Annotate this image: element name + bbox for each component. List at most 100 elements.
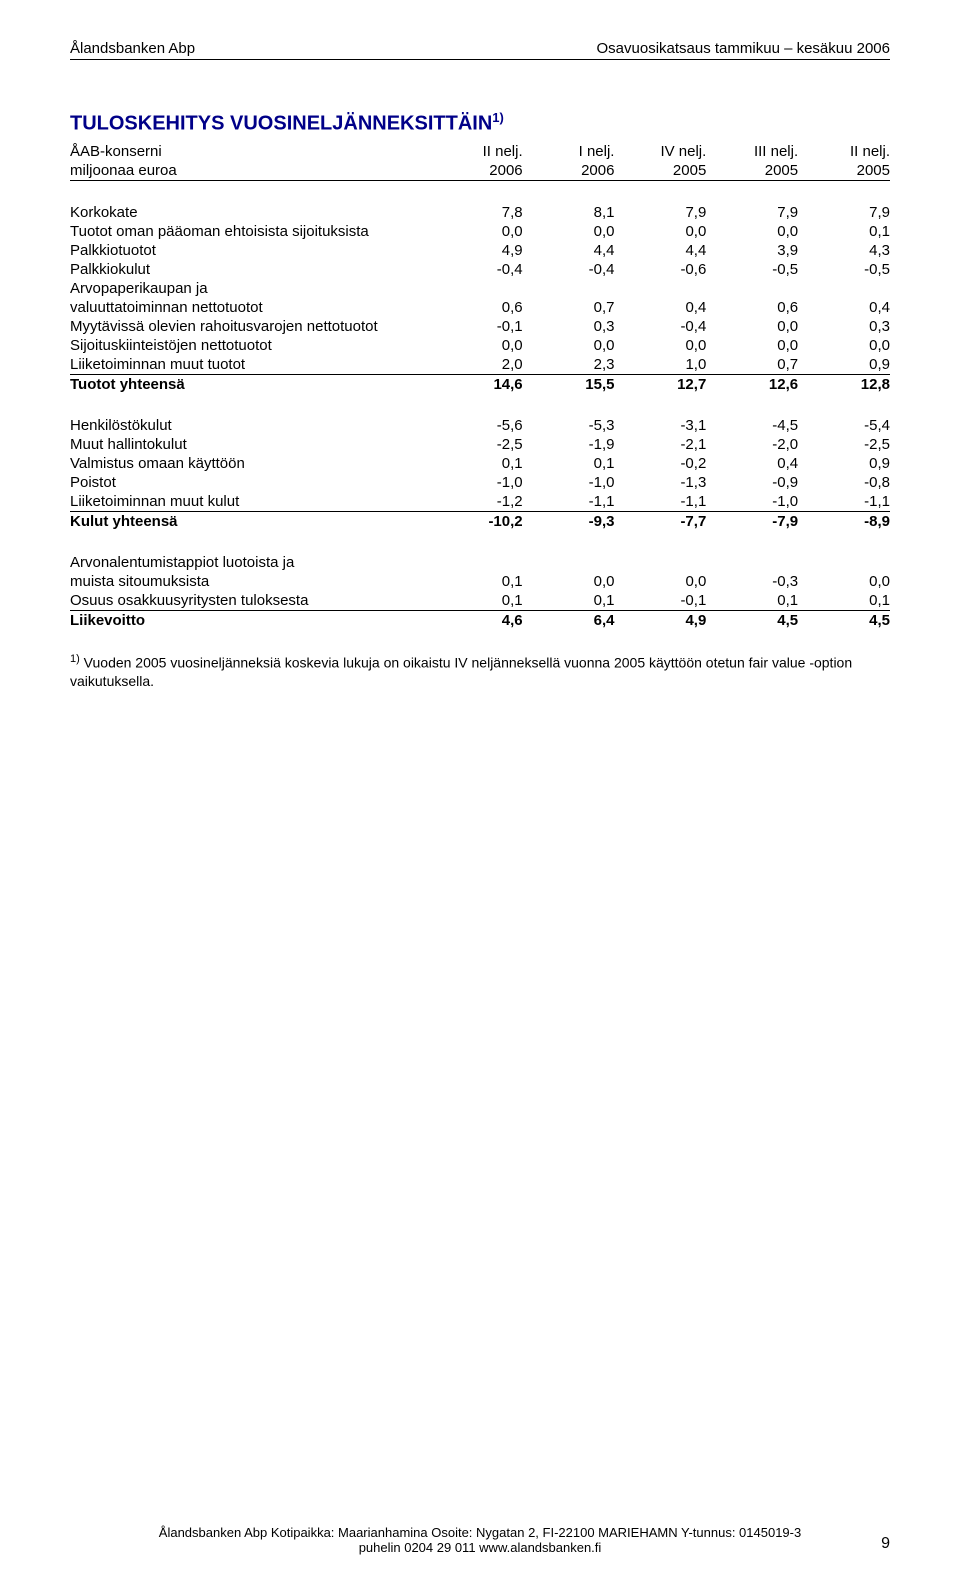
- cell-value: -1,2: [431, 492, 523, 512]
- row-label: Myytävissä olevien rahoitusvarojen netto…: [70, 317, 431, 336]
- table-row: Korkokate7,88,17,97,97,9: [70, 203, 890, 222]
- cell-value: -2,0: [706, 435, 798, 454]
- cell-value: -3,1: [614, 416, 706, 435]
- cell-value: 0,0: [706, 336, 798, 355]
- cell-value: -0,9: [706, 473, 798, 492]
- row-label: Korkokate: [70, 203, 431, 222]
- col-year-3: 2005: [706, 161, 798, 181]
- cell-value: -1,0: [706, 492, 798, 512]
- col-period-0: II nelj.: [431, 142, 523, 161]
- col-period-1: I nelj.: [523, 142, 615, 161]
- footer: Ålandsbanken Abp Kotipaikka: Maarianhami…: [70, 1525, 890, 1555]
- cell-value: -7,7: [614, 511, 706, 531]
- cell-value: 4,4: [614, 241, 706, 260]
- cell-value: 4,5: [706, 610, 798, 630]
- table-row: Tuotot oman pääoman ehtoisista sijoituks…: [70, 222, 890, 241]
- table-row: Arvonalentumistappiot luotoista ja: [70, 553, 890, 572]
- financial-table: ÅAB-konserni II nelj. I nelj. IV nelj. I…: [70, 142, 890, 630]
- cell-value: 4,4: [523, 241, 615, 260]
- col-year-0: 2006: [431, 161, 523, 181]
- col-year-4: 2005: [798, 161, 890, 181]
- table-row: Myytävissä olevien rahoitusvarojen netto…: [70, 317, 890, 336]
- cell-value: 7,8: [431, 203, 523, 222]
- cell-value: 0,1: [706, 591, 798, 611]
- row-label: Muut hallintokulut: [70, 435, 431, 454]
- scope-label: ÅAB-konserni: [70, 142, 431, 161]
- cell-value: [798, 279, 890, 298]
- table-row: Kulut yhteensä-10,2-9,3-7,7-7,9-8,9: [70, 511, 890, 531]
- cell-value: 0,9: [798, 355, 890, 375]
- col-year-2: 2005: [614, 161, 706, 181]
- cell-value: -0,8: [798, 473, 890, 492]
- table-row: Liikevoitto4,66,44,94,54,5: [70, 610, 890, 630]
- cell-value: 4,5: [798, 610, 890, 630]
- cell-value: [614, 279, 706, 298]
- title-sup: 1): [492, 110, 504, 125]
- cell-value: -0,4: [431, 260, 523, 279]
- page: Ålandsbanken Abp Osavuosikatsaus tammiku…: [0, 0, 960, 1577]
- cell-value: 14,6: [431, 374, 523, 394]
- cell-value: 0,0: [523, 572, 615, 591]
- table-row: Liiketoiminnan muut tuotot2,02,31,00,70,…: [70, 355, 890, 375]
- col-period-2: IV nelj.: [614, 142, 706, 161]
- cell-value: -0,4: [614, 317, 706, 336]
- cell-value: -4,5: [706, 416, 798, 435]
- cell-value: [798, 553, 890, 572]
- cell-value: 12,7: [614, 374, 706, 394]
- title-text: TULOSKEHITYS VUOSINELJÄNNEKSITTÄIN: [70, 113, 492, 135]
- cell-value: -8,9: [798, 511, 890, 531]
- cell-value: -1,3: [614, 473, 706, 492]
- cell-value: 0,0: [798, 572, 890, 591]
- table-row: valuuttatoiminnan nettotuotot0,60,70,40,…: [70, 298, 890, 317]
- cell-value: 8,1: [523, 203, 615, 222]
- row-label: Valmistus omaan käyttöön: [70, 454, 431, 473]
- row-label: Palkkiokulut: [70, 260, 431, 279]
- cell-value: 0,4: [706, 454, 798, 473]
- cell-value: -5,3: [523, 416, 615, 435]
- cell-value: 0,0: [431, 222, 523, 241]
- table-row: Sijoituskiinteistöjen nettotuotot0,00,00…: [70, 336, 890, 355]
- table-row: Poistot-1,0-1,0-1,3-0,9-0,8: [70, 473, 890, 492]
- top-header: Ålandsbanken Abp Osavuosikatsaus tammiku…: [70, 40, 890, 60]
- cell-value: -0,6: [614, 260, 706, 279]
- cell-value: 0,1: [523, 591, 615, 611]
- cell-value: -0,5: [706, 260, 798, 279]
- footnote-text: Vuoden 2005 vuosineljänneksiä koskevia l…: [70, 654, 852, 689]
- cell-value: 4,6: [431, 610, 523, 630]
- cell-value: 7,9: [798, 203, 890, 222]
- cell-value: [523, 279, 615, 298]
- cell-value: 0,0: [614, 336, 706, 355]
- cell-value: -0,3: [706, 572, 798, 591]
- cell-value: -7,9: [706, 511, 798, 531]
- page-number: 9: [881, 1535, 890, 1553]
- table-row: Palkkiokulut-0,4-0,4-0,6-0,5-0,5: [70, 260, 890, 279]
- row-label: Liiketoiminnan muut kulut: [70, 492, 431, 512]
- row-label: Sijoituskiinteistöjen nettotuotot: [70, 336, 431, 355]
- row-label: Osuus osakkuusyritysten tuloksesta: [70, 591, 431, 611]
- cell-value: 7,9: [706, 203, 798, 222]
- cell-value: [706, 279, 798, 298]
- cell-value: 6,4: [523, 610, 615, 630]
- cell-value: 0,6: [706, 298, 798, 317]
- cell-value: 0,1: [523, 454, 615, 473]
- row-label: Palkkiotuotot: [70, 241, 431, 260]
- table-row: Osuus osakkuusyritysten tuloksesta 0,1 0,1…: [70, 591, 890, 611]
- footer-line1: Ålandsbanken Abp Kotipaikka: Maarianhami…: [70, 1525, 890, 1540]
- cell-value: 0,6: [431, 298, 523, 317]
- cell-value: 0,0: [614, 222, 706, 241]
- cell-value: -0,1: [431, 317, 523, 336]
- cell-value: -1,1: [523, 492, 615, 512]
- cell-value: -5,6: [431, 416, 523, 435]
- cell-value: 0,0: [523, 222, 615, 241]
- cell-value: 0,0: [706, 222, 798, 241]
- cell-value: 0,4: [614, 298, 706, 317]
- sub-label: miljoonaa euroa: [70, 161, 431, 181]
- table-row: Arvopaperikaupan ja: [70, 279, 890, 298]
- cell-value: -2,1: [614, 435, 706, 454]
- row-label: Liikevoitto: [70, 610, 431, 630]
- cell-value: 4,9: [614, 610, 706, 630]
- header-company: Ålandsbanken Abp: [70, 40, 195, 57]
- cell-value: 0,4: [798, 298, 890, 317]
- row-label: Kulut yhteensä: [70, 511, 431, 531]
- cell-value: 0,1: [431, 572, 523, 591]
